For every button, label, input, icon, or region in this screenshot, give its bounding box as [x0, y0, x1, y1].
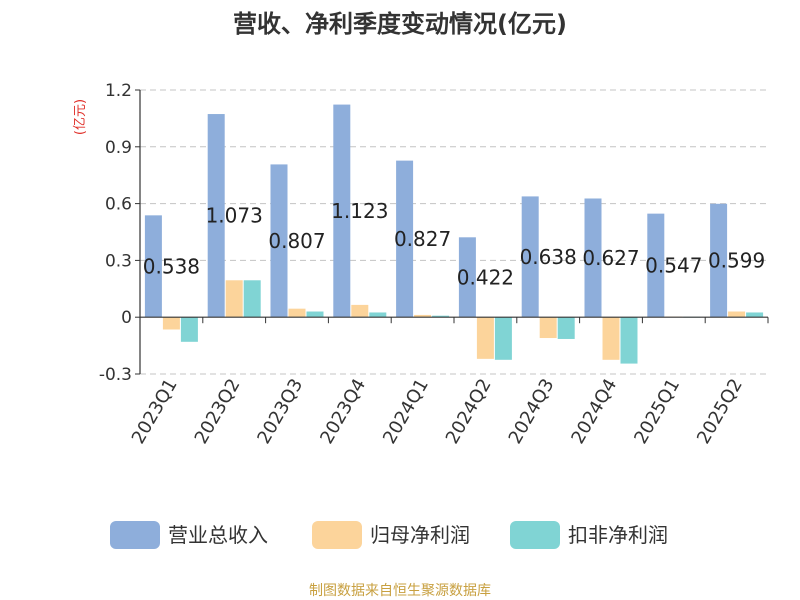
- data-label: 0.599: [708, 248, 765, 272]
- x-tick-label: 2023Q1: [128, 375, 182, 447]
- y-tick-label: 0.3: [105, 251, 132, 271]
- bar-deducted-net-profit: [306, 311, 324, 318]
- x-tick-label: 2024Q1: [379, 375, 433, 447]
- grid-lines: [140, 89, 768, 375]
- data-label: 1.073: [206, 204, 263, 228]
- bar-deducted-net-profit: [432, 315, 450, 318]
- data-label: 0.538: [143, 254, 200, 278]
- x-tick-label: 2023Q4: [316, 375, 370, 447]
- x-tick-label: 2023Q3: [253, 375, 307, 447]
- x-tick-label: 2025Q1: [630, 375, 684, 447]
- legend-swatch: [110, 521, 160, 549]
- bar-deducted-net-profit: [746, 312, 764, 318]
- legend-label: 归母净利润: [370, 523, 470, 547]
- y-tick-label: 0: [121, 308, 132, 328]
- bar-revenue: [647, 213, 665, 318]
- bar-deducted-net-profit: [620, 317, 638, 364]
- bar-net-profit: [162, 317, 180, 330]
- bar-revenue: [144, 215, 162, 318]
- bar-revenue: [521, 196, 539, 318]
- y-tick-label: -0.3: [99, 365, 132, 385]
- bar-revenue: [333, 104, 351, 318]
- x-tick-label: 2024Q3: [505, 375, 559, 447]
- data-label: 0.638: [520, 245, 577, 269]
- bar-deducted-net-profit: [369, 312, 387, 318]
- data-label: 0.547: [645, 253, 702, 277]
- y-axis-unit-label: (亿元): [73, 99, 88, 135]
- bar-revenue: [396, 160, 414, 318]
- bar-net-profit: [539, 317, 557, 339]
- bar-net-profit: [414, 314, 432, 318]
- bar-revenue: [270, 164, 288, 318]
- y-tick-label: 0.6: [105, 195, 132, 215]
- bar-net-profit: [351, 304, 369, 318]
- bar-revenue: [458, 237, 476, 318]
- data-label: 0.827: [394, 227, 451, 251]
- data-label: 1.123: [331, 199, 388, 223]
- bar-deducted-net-profit: [494, 317, 512, 360]
- legend-item[interactable]: 扣非净利润: [510, 521, 668, 549]
- y-tick-label: 0.9: [105, 138, 132, 158]
- x-tick-label: 2024Q2: [442, 375, 496, 447]
- bar-deducted-net-profit: [180, 317, 198, 342]
- bar-revenue: [710, 203, 728, 318]
- data-label: 0.627: [582, 246, 639, 270]
- bar-deducted-net-profit: [557, 317, 575, 339]
- bar-net-profit: [602, 317, 620, 360]
- x-tick-labels: 2023Q1 2023Q2 2023Q3 2023Q4 2024Q1 2024Q2 2024…: [128, 375, 747, 447]
- legend-swatch: [312, 521, 362, 549]
- source-note: 制图数据来自恒生聚源数据库: [309, 583, 491, 599]
- chart-title: 营收、净利季度变动情况(亿元): [233, 10, 567, 38]
- data-label: 0.807: [268, 229, 325, 253]
- legend-item[interactable]: 营业总收入: [110, 521, 268, 549]
- bar-net-profit: [225, 280, 243, 318]
- legend: 营业总收入 归母净利润 扣非净利润: [110, 521, 668, 549]
- legend-item[interactable]: 归母净利润: [312, 521, 470, 549]
- legend-label: 营业总收入: [168, 523, 268, 547]
- bar-net-profit: [476, 317, 494, 359]
- x-tick-label: 2024Q4: [567, 375, 621, 447]
- bars: [144, 104, 764, 364]
- x-tick-label: 2023Q2: [191, 375, 245, 447]
- bar-net-profit: [728, 311, 746, 318]
- bar-net-profit: [288, 308, 306, 318]
- bar-deducted-net-profit: [243, 280, 261, 318]
- x-tick-label: 2025Q2: [693, 375, 747, 447]
- data-label: 0.422: [457, 265, 514, 289]
- y-tick-labels: 1.2 0.9 0.6 0.3 0 -0.3: [99, 81, 132, 385]
- legend-label: 扣非净利润: [568, 523, 668, 547]
- bar-revenue: [207, 114, 225, 318]
- bar-revenue: [584, 198, 602, 318]
- axes: [135, 89, 769, 375]
- legend-swatch: [510, 521, 560, 549]
- y-tick-label: 1.2: [105, 81, 132, 101]
